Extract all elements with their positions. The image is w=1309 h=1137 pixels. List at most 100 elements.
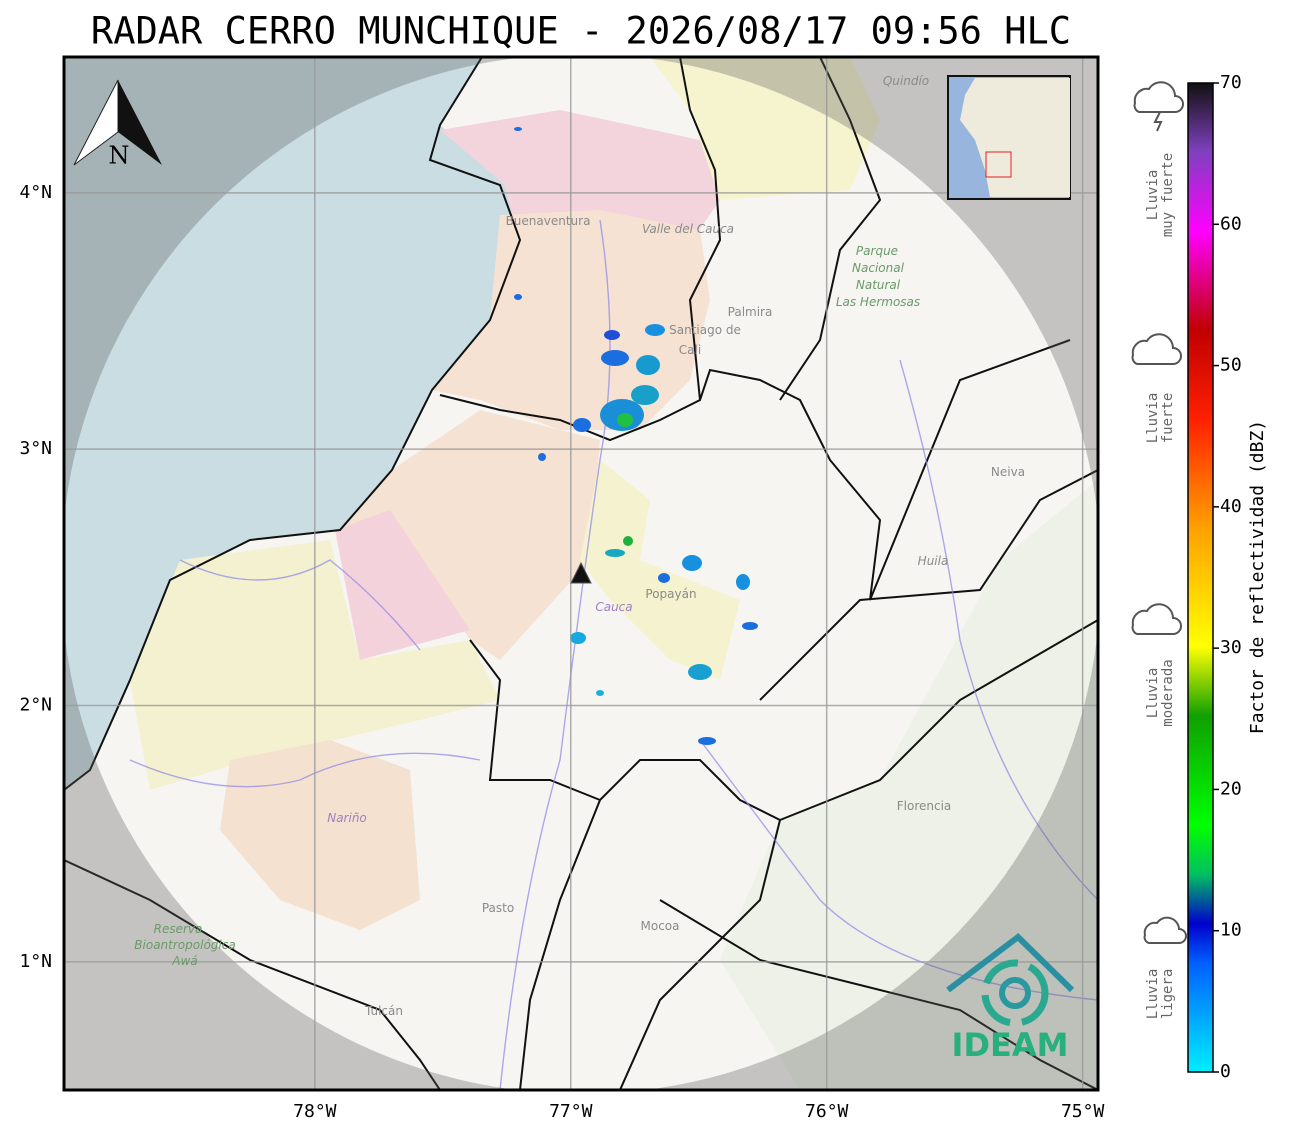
legend-label: muy fuerte — [1160, 153, 1176, 237]
legend-label: moderada — [1160, 659, 1176, 726]
echo — [617, 413, 633, 427]
place-label: Nariño — [327, 811, 367, 825]
place-label: Neiva — [991, 465, 1025, 479]
inset-land — [960, 78, 1070, 197]
place-label: Santiago de — [669, 323, 741, 337]
logo-roof — [946, 933, 1075, 993]
echo — [623, 536, 633, 546]
echo — [742, 622, 758, 630]
colorbar-tick-label: 30 — [1220, 637, 1242, 658]
radar-echoes — [514, 127, 758, 745]
y-tick-label: 3°N — [19, 438, 52, 459]
place-label: Quindío — [883, 74, 929, 88]
narino-orange — [220, 740, 420, 930]
echo — [514, 127, 522, 131]
legend-label: Lluvia — [1145, 170, 1161, 221]
place-label: Cauca — [595, 600, 632, 614]
place-label: Tulcán — [364, 1004, 403, 1018]
echo — [698, 737, 716, 745]
logo-swirl — [981, 959, 1049, 1027]
inset-map — [947, 75, 1071, 200]
echo — [573, 418, 591, 432]
echo — [538, 453, 546, 461]
cauca-west — [340, 410, 600, 660]
echo — [736, 574, 750, 590]
place-label: Las Hermosas — [836, 295, 920, 309]
echo — [596, 690, 604, 696]
echo — [645, 324, 665, 336]
legend-label: Lluvia — [1145, 668, 1161, 719]
legend-label: Lluvia — [1145, 393, 1161, 444]
echo — [604, 330, 620, 340]
echo — [658, 573, 670, 583]
north-arrow: N — [73, 79, 162, 170]
grid — [64, 57, 1098, 1090]
place-label: Parque — [856, 244, 898, 258]
x-tick-label: 76°W — [805, 1101, 849, 1122]
weather-icons — [1131, 81, 1187, 944]
place-label: Popayán — [645, 587, 696, 601]
x-tick-label: 75°W — [1061, 1101, 1105, 1122]
place-label: Nacional — [852, 261, 905, 275]
place-label: Cali — [679, 343, 701, 357]
cauca-yellow — [580, 460, 740, 680]
north-label: N — [109, 142, 130, 170]
inset-box — [985, 151, 1012, 178]
echo — [605, 549, 625, 557]
legend: Lluvia ligera Lluvia moderada Lluvia fue… — [1131, 81, 1187, 1020]
place-label: Buenaventura — [506, 214, 591, 228]
map: Buenaventura Valle del Cauca Palmira San… — [64, 57, 1098, 1090]
colorbar-tick-label: 50 — [1220, 355, 1242, 376]
icon-bolt — [1153, 111, 1163, 132]
place-label: Palmira — [728, 305, 773, 319]
colorbar-tick-label: 40 — [1220, 496, 1242, 517]
place-label: Awá — [171, 954, 197, 968]
echo — [688, 664, 712, 680]
logo: IDEAM — [946, 933, 1075, 1064]
legend-label: ligera — [1160, 969, 1176, 1020]
echo — [682, 555, 702, 571]
logo-text: IDEAM — [952, 1026, 1069, 1064]
echo — [631, 385, 659, 405]
icon-light — [1143, 916, 1187, 944]
title: RADAR CERRO MUNCHIQUE - 2026/08/17 09:56… — [91, 10, 1071, 53]
legend-label: Lluvia — [1145, 969, 1161, 1020]
icon-heavy — [1131, 333, 1182, 365]
colorbar-label: Factor de reflectividad (dBZ) — [1247, 420, 1268, 734]
place-label: Pasto — [482, 901, 514, 915]
map-frame — [62, 55, 1100, 1092]
echo — [636, 355, 660, 375]
colorbar-tick-label: 60 — [1220, 213, 1242, 234]
axes: 78°W 77°W 76°W 75°W 1°N 2°N 3°N 4°N — [19, 182, 1104, 1122]
place-label: Reserva — [154, 922, 203, 936]
echo — [601, 350, 629, 366]
colorbar: Factor de reflectividad (dBZ) 0 10 20 30 40 5… — [1187, 72, 1268, 1082]
place-label: Valle del Cauca — [642, 222, 734, 236]
icon-moderate — [1131, 603, 1182, 635]
place-label: Natural — [856, 278, 901, 292]
logo-swirl-inner — [999, 977, 1031, 1009]
sea — [64, 57, 520, 790]
echo — [570, 632, 586, 644]
colorbar-tick-label: 10 — [1220, 920, 1242, 941]
place-label: Mocoa — [641, 919, 680, 933]
x-tick-label: 77°W — [549, 1101, 593, 1122]
x-tick-label: 78°W — [293, 1101, 337, 1122]
forest-east — [720, 480, 1098, 1090]
colorbar-tick-label: 70 — [1220, 72, 1242, 93]
radar-site — [570, 561, 592, 584]
icon-very-heavy — [1133, 81, 1184, 113]
colorbar-tick-label: 0 — [1220, 1061, 1231, 1082]
colorbar-ramp — [1187, 82, 1214, 1073]
place-label: Huila — [918, 554, 949, 568]
place-label: Bioantropológica — [134, 938, 235, 952]
legend-label: fuerte — [1160, 393, 1176, 444]
arrow-right — [118, 80, 162, 165]
colorbar-tick-label: 20 — [1220, 778, 1242, 799]
cauca-pink — [335, 510, 470, 660]
y-tick-label: 2°N — [19, 695, 52, 716]
echo — [514, 294, 522, 300]
y-tick-label: 4°N — [19, 182, 52, 203]
quindio — [650, 57, 880, 200]
